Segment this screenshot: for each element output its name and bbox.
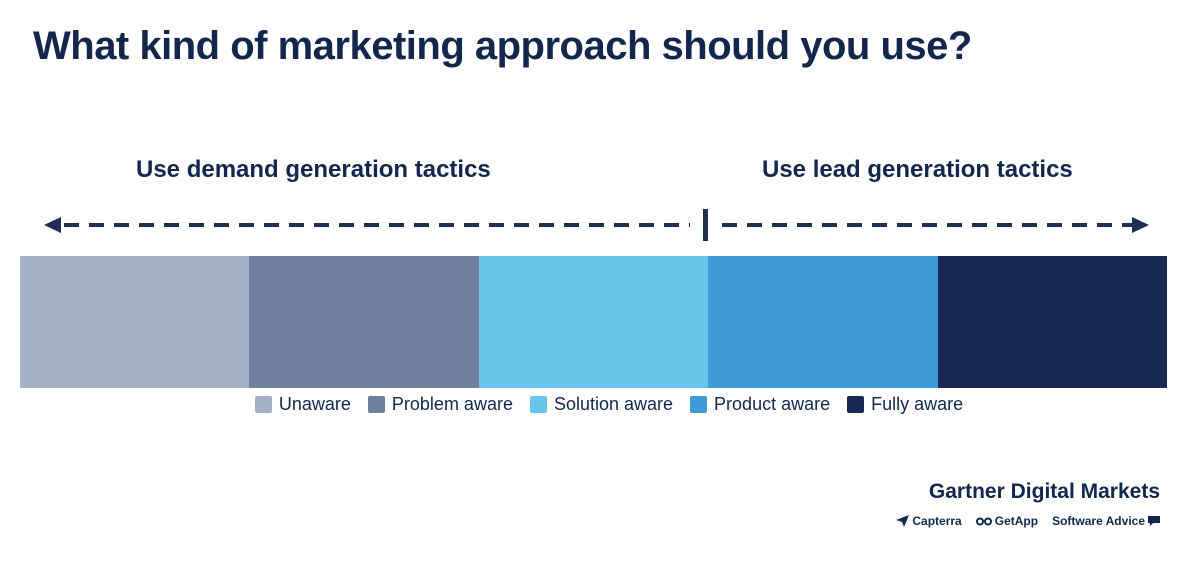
- subbrand-capterra: Capterra: [896, 514, 962, 528]
- subbrand-label: GetApp: [994, 514, 1039, 528]
- legend: Unaware Problem aware Solution aware Pro…: [0, 394, 1200, 415]
- legend-item-unaware: Unaware: [254, 394, 351, 415]
- legend-swatch: [367, 396, 385, 413]
- brand-subbrands: Capterra GetApp Software Advice: [880, 514, 1160, 528]
- demand-generation-label: Use demand generation tactics: [136, 156, 491, 183]
- legend-label: Product aware: [714, 394, 831, 414]
- subbrand-software-advice: Software Advice: [1052, 514, 1160, 528]
- legend-label: Solution aware: [553, 394, 674, 414]
- direction-arrows: [44, 209, 1149, 241]
- subbrand-label: Capterra: [912, 514, 962, 528]
- getapp-icon: [975, 517, 992, 525]
- legend-swatch: [254, 396, 272, 413]
- legend-label: Unaware: [278, 394, 351, 414]
- legend-item-fully-aware: Fully aware: [847, 394, 963, 415]
- brand-title: Gartner Digital Markets: [928, 480, 1160, 503]
- legend-swatch: [847, 396, 865, 413]
- subbrand-getapp: GetApp: [975, 514, 1039, 528]
- stage-segment-product-aware: [708, 256, 938, 388]
- stage-segment-problem-aware: [249, 256, 479, 388]
- stage-segment-unaware: [20, 256, 250, 388]
- left-arrowhead-icon: [44, 217, 61, 233]
- awareness-stage-bar: [20, 256, 1168, 388]
- legend-item-product-aware: Product aware: [690, 394, 830, 415]
- center-divider: [703, 209, 708, 241]
- legend-label: Problem aware: [391, 394, 513, 414]
- legend-label: Fully aware: [871, 394, 964, 414]
- subbrand-label: Software Advice: [1052, 514, 1145, 528]
- stage-segment-solution-aware: [478, 256, 709, 388]
- legend-swatch: [690, 396, 708, 413]
- legend-item-solution-aware: Solution aware: [529, 394, 674, 415]
- capterra-icon: [896, 515, 910, 527]
- lead-generation-label: Use lead generation tactics: [762, 156, 1073, 183]
- legend-item-problem-aware: Problem aware: [367, 394, 513, 415]
- right-arrowhead-icon: [1132, 217, 1149, 233]
- brand-footer: Gartner Digital Markets Capterra GetApp …: [880, 480, 1160, 528]
- stage-segment-fully-aware: [937, 256, 1168, 388]
- legend-swatch: [529, 396, 547, 413]
- software-advice-icon: [1148, 516, 1160, 526]
- page-title: What kind of marketing approach should y…: [33, 24, 972, 68]
